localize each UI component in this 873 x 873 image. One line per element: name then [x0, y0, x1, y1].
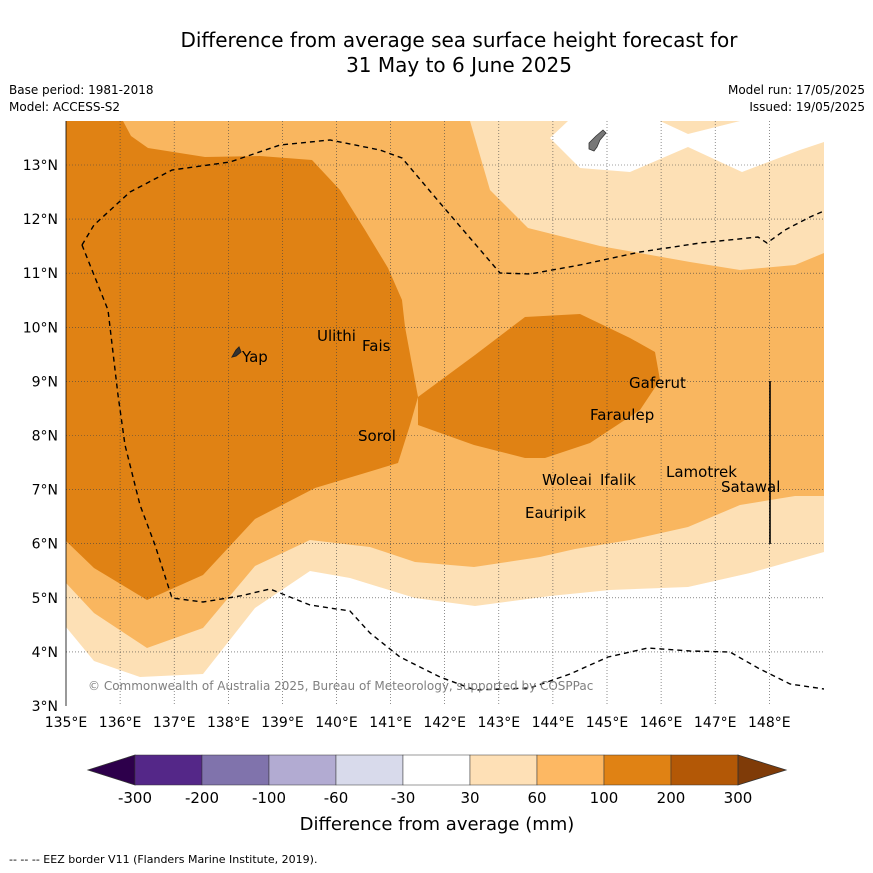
colorbar-swatch	[670, 754, 739, 786]
band-100-200-west	[66, 121, 418, 600]
colorbar-tick-label: 200	[657, 789, 686, 807]
lon-tick-label: 147°E	[694, 715, 737, 731]
colorbar-tick-label: 30	[460, 789, 479, 807]
lon-tick-label: 135°E	[45, 715, 88, 731]
island-label-sorol: Sorol	[358, 427, 396, 445]
lon-tick-label: 146°E	[640, 715, 683, 731]
lon-tick-label: 145°E	[586, 715, 629, 731]
colorbar-tick-label: 100	[590, 789, 619, 807]
contour-fills	[66, 121, 824, 706]
title-line-1: Difference from average sea surface heig…	[180, 28, 738, 52]
island-label-ulithi: Ulithi	[317, 327, 356, 345]
band-100-200-east	[418, 314, 660, 458]
lat-tick-label: 4°N	[32, 645, 58, 661]
colorbar: -300 -200 -100 -60 -30 30 60 100 200 300	[86, 754, 788, 807]
colorbar-tick-label: 300	[724, 789, 753, 807]
graticule	[66, 121, 824, 706]
base-period: Base period: 1981-2018	[9, 83, 154, 97]
meta-right: Model run: 17/05/2025 Issued: 19/05/2025	[728, 82, 865, 116]
lat-tick-label: 13°N	[23, 158, 58, 174]
colorbar-extension-high	[737, 754, 788, 786]
colorbar-tick-label: -100	[252, 789, 286, 807]
island-label-woleai: Woleai	[542, 471, 592, 489]
lat-tick-label: 11°N	[23, 266, 58, 282]
colorbar-tick-label: -60	[324, 789, 349, 807]
lon-tick-label: 138°E	[207, 715, 250, 731]
meta-left: Base period: 1981-2018 Model: ACCESS-S2	[9, 82, 154, 116]
colorbar-swatch	[603, 754, 672, 786]
colorbar-swatch	[469, 754, 538, 786]
colorbar-tick-label: 60	[527, 789, 546, 807]
island-label-lamotrek: Lamotrek	[666, 463, 737, 481]
island-label-fais: Fais	[362, 337, 391, 355]
lon-tick-label: 139°E	[261, 715, 304, 731]
yap-island	[230, 346, 242, 358]
colorbar-swatch	[134, 754, 203, 786]
island-label-yap: Yap	[241, 348, 268, 366]
longitude-labels: 135°E 136°E 137°E 138°E 139°E 140°E 141°E 142°E…	[45, 715, 791, 731]
lat-tick-label: 5°N	[32, 591, 58, 607]
island-labels: Yap Ulithi Fais Sorol Gaferut Faraulep W…	[241, 327, 780, 522]
lon-tick-label: 142°E	[423, 715, 466, 731]
colorbar-tick-label: -300	[118, 789, 152, 807]
lon-tick-label: 141°E	[369, 715, 412, 731]
band-below-30-north	[550, 121, 824, 172]
lat-tick-label: 10°N	[23, 320, 58, 336]
lon-tick-label: 144°E	[532, 715, 575, 731]
lat-tick-label: 9°N	[32, 374, 58, 390]
colorbar-swatch	[335, 754, 404, 786]
eez-border-main	[81, 139, 824, 275]
island-label-satawal: Satawal	[721, 478, 780, 496]
eez-border-west	[81, 244, 824, 691]
lat-tick-label: 6°N	[32, 537, 58, 553]
lon-tick-label: 148°E	[748, 715, 791, 731]
colorbar-extension-low	[86, 754, 136, 786]
model-run: Model run: 17/05/2025	[727, 83, 865, 97]
colorbar-tick-label: -30	[391, 789, 416, 807]
map-title: Difference from average sea surface heig…	[0, 28, 873, 78]
island-label-ifalik: Ifalik	[600, 471, 636, 489]
lon-tick-label: 143°E	[478, 715, 521, 731]
lat-tick-label: 7°N	[32, 483, 58, 499]
lat-tick-label: 8°N	[32, 429, 58, 445]
model-name: Model: ACCESS-S2	[9, 100, 121, 114]
island-label-gaferut: Gaferut	[629, 374, 686, 392]
colorbar-swatch	[201, 754, 270, 786]
latitude-labels: 3°N 4°N 5°N 6°N 7°N 8°N 9°N 10°N 11°N 12°N 13°N	[23, 158, 58, 715]
eez-legend-footnote: -- -- -- EEZ border V11 (Flanders Marine…	[9, 853, 318, 866]
colorbar-label: Difference from average (mm)	[300, 814, 575, 835]
copyright-notice: © Commonwealth of Australia 2025, Bureau…	[88, 679, 593, 693]
island-label-faraulep: Faraulep	[590, 406, 654, 424]
lon-tick-label: 136°E	[99, 715, 142, 731]
title-line-2: 31 May to 6 June 2025	[346, 53, 572, 77]
colorbar-swatch	[268, 754, 337, 786]
issued-date: Issued: 19/05/2025	[749, 100, 865, 114]
island-label-eauripik: Eauripik	[525, 504, 586, 522]
colorbar-tick-label: -200	[185, 789, 219, 807]
colorbar-swatch	[402, 754, 471, 786]
lat-tick-label: 12°N	[23, 212, 58, 228]
colorbar-swatch	[536, 754, 605, 786]
lon-tick-label: 140°E	[315, 715, 358, 731]
lon-tick-label: 137°E	[153, 715, 196, 731]
guam-island	[588, 129, 607, 152]
lat-tick-label: 3°N	[32, 699, 58, 715]
